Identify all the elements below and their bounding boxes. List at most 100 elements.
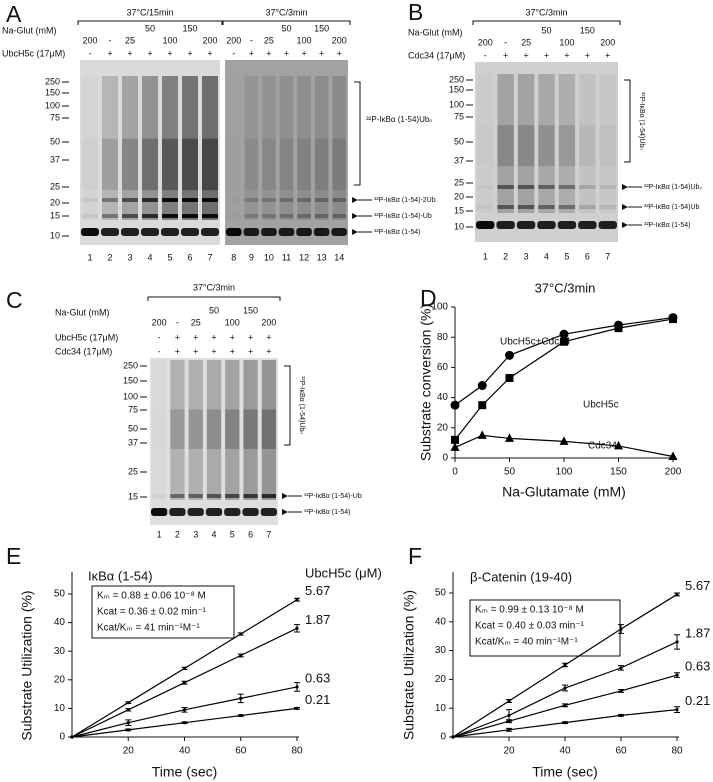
lane-number: 10 <box>264 252 274 262</box>
gel <box>475 62 618 242</box>
legend-label: 0.63 <box>685 659 710 674</box>
gel-smear <box>170 409 185 449</box>
y-tick-label: 10 <box>54 703 66 714</box>
mw-marker: 25 <box>128 466 138 476</box>
gel-band <box>331 228 347 236</box>
gel-band <box>516 221 536 229</box>
legend-label: 1.87 <box>685 625 710 640</box>
series-line <box>454 434 674 458</box>
enzyme-sign: + <box>107 48 112 58</box>
gel-band <box>598 221 617 229</box>
species-bracket <box>354 81 361 186</box>
concentration: 50 <box>281 23 291 33</box>
lane-number: 1 <box>157 529 162 539</box>
data-point <box>559 329 569 339</box>
annotation-box <box>469 599 621 657</box>
data-point <box>451 735 455 739</box>
lane-number: 12 <box>299 252 309 262</box>
gel-smear <box>122 138 138 191</box>
legend-label: 5.67 <box>305 583 330 598</box>
data-point <box>675 640 679 644</box>
gel-band <box>332 198 346 202</box>
species-label: ³²P-IκBα (1-54)-Ub <box>304 493 362 500</box>
gel-band <box>170 494 185 498</box>
y-tick-label: 60 <box>437 362 449 373</box>
annotation: Kcat/Kₘ = 40 min⁻¹M⁻¹ <box>475 637 578 648</box>
data-point <box>619 666 623 670</box>
enzyme-sign: + <box>230 346 235 356</box>
concentration: 100 <box>225 317 240 327</box>
gel-band <box>227 214 241 218</box>
enzyme-sign: + <box>337 48 342 58</box>
panel-letter: D <box>420 285 437 311</box>
row-label: Cdc34 (17μM) <box>408 50 465 60</box>
concentration: 200 <box>82 35 97 45</box>
concentration: 200 <box>600 37 615 47</box>
mw-marker: 15 <box>128 491 138 501</box>
gel-smear <box>152 409 166 449</box>
gel-smear <box>206 409 222 449</box>
enzyme-sign: + <box>127 48 132 58</box>
concentration: - <box>109 35 112 45</box>
chart-title: 37°C/3min <box>535 280 596 295</box>
lane-number: 5 <box>167 252 172 262</box>
panel-letter: E <box>6 543 21 569</box>
legend-label: 0.21 <box>305 692 330 707</box>
header-bracket <box>77 20 223 25</box>
data-point <box>559 436 569 445</box>
gel-band <box>279 198 294 202</box>
species-label: ³²P-IκBα (1-54)Ubₙ <box>298 376 305 434</box>
gel <box>225 60 348 245</box>
mw-marker: 150 <box>123 375 138 385</box>
gel-band <box>599 185 616 189</box>
header-bracket <box>222 20 351 25</box>
lane-number: 5 <box>564 251 569 261</box>
lane-number: 9 <box>249 252 254 262</box>
data-point <box>614 324 623 333</box>
gel-smear <box>599 74 616 213</box>
enzyme-sign: + <box>175 332 180 342</box>
species-label: ³²P-IκBα (1-54) <box>304 509 350 516</box>
concentration: 200 <box>152 317 167 327</box>
chart-title: IκBα (1-54) <box>88 568 153 583</box>
data-point <box>239 696 243 700</box>
mw-marker: 250 <box>123 360 138 370</box>
species-label: ³²P-IκBα (1-54) <box>374 229 420 236</box>
row-label: Na-Glut (mM) <box>2 25 57 35</box>
enzyme-sign: + <box>301 48 306 58</box>
gel-header: 37°C/3min <box>525 7 567 17</box>
mw-marker: 10 <box>50 230 60 240</box>
mw-marker: 250 <box>45 76 60 86</box>
enzyme-sign: + <box>284 48 289 58</box>
panel-letter: C <box>6 287 23 313</box>
y-tick-label: 40 <box>54 617 66 628</box>
gel-band <box>141 228 159 236</box>
x-tick-label: 100 <box>556 467 573 478</box>
legend-label: UbcH5c+Cdc34 <box>500 337 571 348</box>
enzyme-sign: + <box>319 48 324 58</box>
mw-marker: 250 <box>449 74 464 84</box>
lane-number: 13 <box>317 252 327 262</box>
concentration: 150 <box>182 23 197 33</box>
species-label: ³²P-IκBα (1-54)Ubₙ <box>366 115 433 124</box>
mw-marker: 10 <box>454 221 464 231</box>
lane-number: 1 <box>483 251 488 261</box>
row-label: Cdc34 (17μM) <box>55 346 112 356</box>
lane-number: 8 <box>231 252 236 262</box>
gel-smear <box>497 74 514 213</box>
legend-label: 1.87 <box>305 612 330 627</box>
data-point <box>619 689 623 693</box>
gel-band <box>244 198 259 202</box>
gel-band <box>142 198 158 202</box>
x-tick-label: 80 <box>291 746 303 757</box>
gel-band <box>578 221 597 229</box>
x-axis-label: Na-Glutamate (mM) <box>502 484 626 500</box>
data-point <box>126 721 130 725</box>
concentration: 100 <box>297 35 312 45</box>
concentration: 150 <box>580 25 595 35</box>
species-label: ³²P-IκBα (1-54)Ubₙ <box>638 92 645 150</box>
annotation-box <box>91 585 235 639</box>
species-bracket <box>284 365 291 446</box>
gel-smear <box>558 74 576 213</box>
y-tick-label: 20 <box>54 674 66 685</box>
